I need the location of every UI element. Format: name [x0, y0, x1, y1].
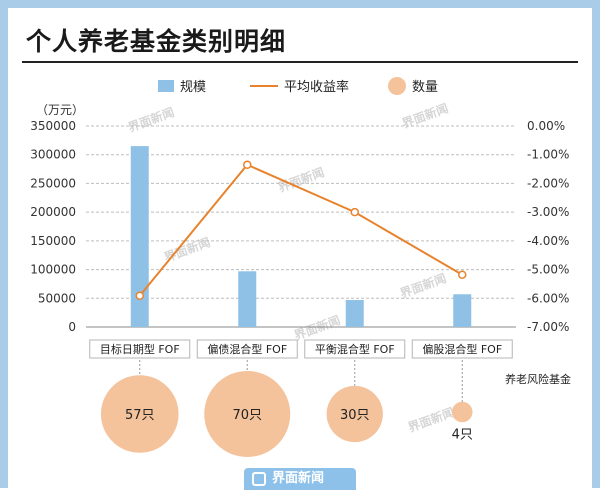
bubble-value-label: 57只: [125, 408, 155, 423]
legend-label-bubble: 数量: [412, 80, 438, 95]
title-divider: [22, 61, 578, 63]
y-right-tick-label: 0.00%: [527, 119, 565, 133]
y-right-tick-label: -3.00%: [527, 205, 569, 219]
x-category-label: 偏股混合型 FOF: [422, 342, 502, 356]
y-right-tick-label: -2.00%: [527, 176, 569, 190]
bar: [453, 294, 472, 327]
brand-label: 界面新闻: [272, 471, 325, 486]
bubble-value-label: 70只: [232, 408, 262, 423]
bubble-value-label: 4只: [452, 427, 473, 442]
brand-footer: 界面新闻: [244, 468, 356, 490]
y-left-tick-label: 150000: [30, 234, 76, 248]
bubble: [100, 375, 179, 453]
y-left-tick-label: 200000: [30, 205, 76, 219]
x-category-label: 平衡混合型 FOF: [315, 342, 395, 356]
y-left-tick-label: 350000: [30, 119, 76, 133]
y-left-tick-label: 250000: [30, 176, 76, 190]
left-axis-unit: （万元）: [36, 103, 85, 117]
y-right-tick-label: -5.00%: [527, 263, 569, 277]
y-left-tick-label: 0: [68, 320, 76, 334]
legend-label-bar: 规模: [180, 80, 206, 95]
y-left-tick-label: 50000: [38, 291, 76, 305]
brand-logo-icon: [252, 472, 266, 486]
page-title: 个人养老基金类别明细: [26, 27, 287, 56]
bar: [130, 146, 149, 327]
watermark-text: 界面新闻: [126, 104, 176, 135]
x-category-label: 目标日期型 FOF: [100, 342, 180, 356]
category-label-box: [89, 339, 191, 359]
line-point: [458, 270, 467, 279]
watermark-text: 界面新闻: [406, 404, 456, 435]
bar: [238, 271, 257, 327]
legend-swatch-bar: [158, 80, 174, 92]
bubble: [451, 401, 473, 423]
bubble: [204, 371, 291, 457]
watermark-text: 界面新闻: [276, 164, 326, 195]
watermark-text: 界面新闻: [292, 312, 342, 343]
line-point: [243, 160, 252, 170]
y-right-tick-label: -7.00%: [527, 320, 569, 334]
series-line: [138, 163, 463, 297]
y-right-tick-label: -6.00%: [527, 291, 569, 305]
y-right-tick-label: -1.00%: [527, 148, 569, 162]
watermark-text: 界面新闻: [398, 270, 448, 301]
x-category-label: 偏债混合型 FOF: [207, 342, 287, 356]
y-left-tick-label: 100000: [30, 263, 76, 277]
y-right-tick-label: -4.00%: [527, 234, 569, 248]
bubble: [326, 385, 383, 443]
y-left-tick-label: 300000: [30, 148, 76, 162]
legend-swatch-bubble: [388, 77, 406, 95]
source-label: 养老风险基金: [505, 373, 571, 386]
category-label-box: [411, 339, 513, 359]
category-label-box: [304, 339, 406, 359]
category-label-box: [196, 339, 298, 359]
line-point: [350, 207, 359, 217]
line-point: [135, 291, 144, 300]
bar: [345, 300, 364, 327]
legend-label-line: 平均收益率: [284, 79, 349, 95]
bubble-value-label: 30只: [340, 408, 370, 423]
